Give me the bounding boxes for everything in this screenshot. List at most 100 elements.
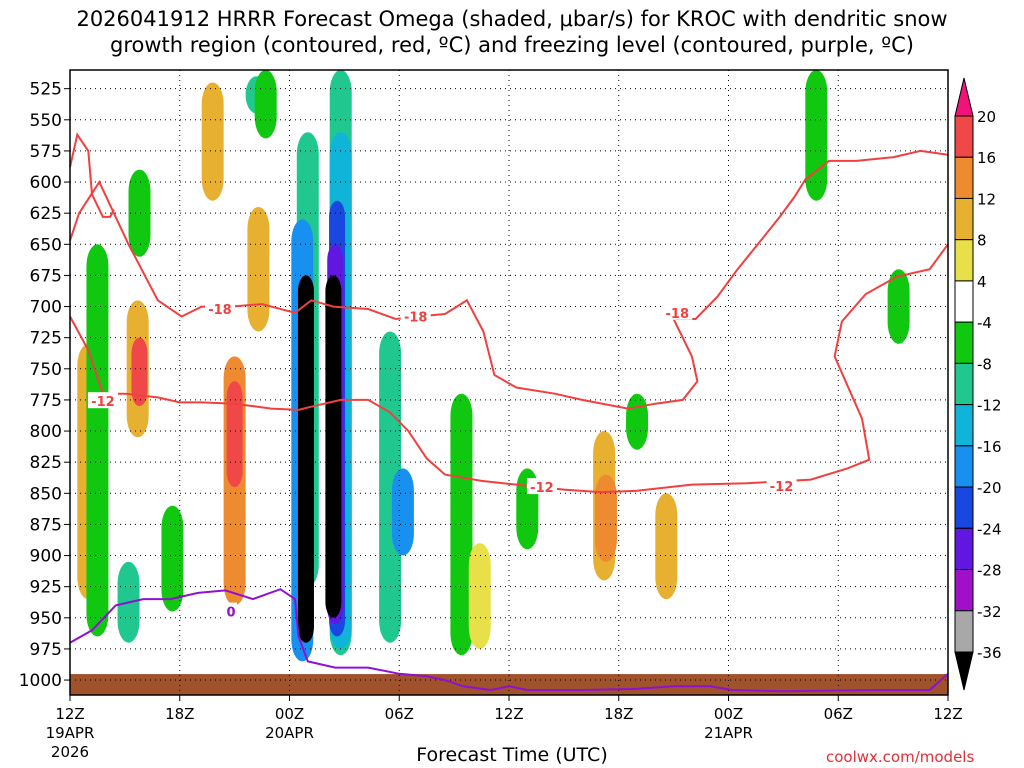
omega-region [128, 169, 151, 257]
colorbar-bin [954, 610, 974, 653]
dendritic-contour-label: -12 [530, 481, 554, 496]
y-tick-label: 625 [30, 204, 62, 224]
omega-region [131, 337, 148, 407]
x-axis-label: Forecast Time (UTC) [416, 744, 608, 766]
x-tick-label: 06Z [824, 705, 853, 723]
omega-region [878, 518, 901, 562]
colorbar-bin [954, 527, 974, 571]
dendritic-contour-label: -12 [91, 395, 115, 410]
y-tick-label: 1000 [19, 671, 62, 691]
colorbar-label: -8 [977, 355, 992, 373]
omega-region [633, 169, 656, 226]
y-tick-label: 725 [30, 329, 62, 349]
x-tick-label: 12Z [933, 705, 962, 723]
y-tick-label: 750 [30, 360, 62, 380]
omega-region [699, 70, 722, 288]
omega-region [450, 393, 473, 656]
x-tick-label: 18Z [604, 705, 633, 723]
y-tick-label: 700 [30, 298, 62, 318]
colorbar-label: -32 [977, 603, 1002, 621]
colorbar-label: -20 [977, 479, 1002, 497]
y-tick-label: 875 [30, 515, 62, 535]
omega-region [254, 70, 277, 139]
omega-region [86, 244, 109, 637]
omega-region [626, 393, 649, 450]
omega-region [297, 275, 314, 643]
colorbar-bin [954, 569, 974, 612]
dendritic-contour-label: -18 [666, 307, 690, 322]
omega-region [655, 493, 678, 600]
x-tick-label: 06Z [385, 705, 414, 723]
dendritic-contour [69, 243, 949, 494]
dendritic-contour-label: -18 [208, 303, 232, 318]
omega-region [887, 269, 910, 344]
colorbar-bin [954, 445, 974, 488]
omega-region [154, 70, 177, 307]
omega-region [594, 474, 617, 562]
contour-label-bg [662, 303, 693, 320]
x-tick-label: 12Z [494, 705, 523, 723]
y-tick-label: 600 [30, 173, 62, 193]
x-tick-label: 18Z [165, 705, 194, 723]
omega-region [849, 530, 872, 556]
colorbar-bin [954, 156, 974, 199]
colorbar-bin [954, 115, 974, 158]
omega-region [805, 70, 828, 201]
contour-label-bg [400, 307, 431, 324]
colorbar-label: 8 [977, 232, 987, 250]
source-credit: coolwx.com/models [826, 748, 975, 766]
shading-layer [75, 70, 934, 662]
omega-region [325, 275, 342, 618]
omega-region [423, 70, 446, 251]
y-tick-label: 575 [30, 142, 62, 162]
colorbar-label: -12 [977, 397, 1002, 415]
omega-region [391, 468, 414, 556]
omega-region [226, 381, 243, 488]
colorbar-bin [954, 486, 974, 529]
dendritic-contour-label: -12 [770, 480, 794, 495]
colorbar-label: 16 [977, 149, 996, 167]
contour-label-bg [766, 476, 797, 493]
y-tick-label: 925 [30, 578, 62, 598]
contour-label-bg [204, 300, 235, 317]
omega-region [247, 206, 270, 332]
x-tick-label: 00Z [275, 705, 304, 723]
colorbar-label: -4 [977, 314, 992, 332]
y-tick-label: 675 [30, 266, 62, 286]
colorbar-label: -24 [977, 520, 1002, 538]
colorbar-label: 12 [977, 190, 996, 208]
contour-label-bg [87, 392, 118, 409]
y-tick-label: 850 [30, 484, 62, 504]
colorbar-bin [954, 280, 974, 323]
y-tick-label: 650 [30, 235, 62, 255]
chart-title: 2026041912 HRRR Forecast Omega (shaded, … [76, 7, 948, 57]
y-tick-label: 800 [30, 422, 62, 442]
colorbar-bin [954, 321, 974, 364]
x-tick-label: 00Z [714, 705, 743, 723]
y-tick-label: 900 [30, 547, 62, 567]
x-tick-label: 12Z [55, 705, 84, 723]
colorbar-label: 20 [977, 108, 996, 126]
omega-region [911, 480, 934, 612]
omega-region [547, 431, 570, 656]
omega-region [726, 493, 749, 643]
y-tick-label: 825 [30, 453, 62, 473]
colorbar-label: -28 [977, 562, 1002, 580]
x-tick-date: 20APR [265, 724, 314, 742]
colorbar-bin [954, 239, 974, 282]
freezing-contour-label: 0 [226, 606, 235, 621]
colorbar-bin [954, 197, 974, 241]
dendritic-contour-label: -18 [404, 311, 428, 326]
y-tick-label: 975 [30, 640, 62, 660]
colorbar-top-arrow [954, 77, 974, 117]
colorbar-label: -16 [977, 438, 1002, 456]
y-tick-label: 950 [30, 609, 62, 629]
omega-region [201, 82, 224, 201]
dendritic-contour [69, 132, 115, 218]
contour-label-bg [224, 602, 237, 619]
colorbar-label: 4 [977, 273, 987, 291]
colorbar-label: -36 [977, 644, 1002, 662]
colorbar-bottom-arrow [954, 651, 974, 691]
y-tick-label: 550 [30, 111, 62, 131]
